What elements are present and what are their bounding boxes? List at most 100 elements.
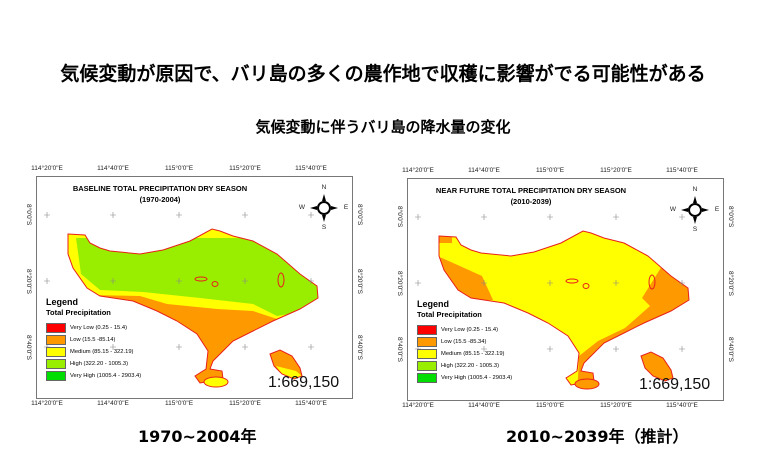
nusa-penida-outline [269, 349, 303, 380]
lake-outline [211, 281, 219, 287]
legend-subtitle: Total Precipitation [417, 310, 482, 319]
grid-cross [176, 212, 182, 218]
legend: Legend Total Precipitation Very Low (0.2… [46, 297, 141, 382]
grid-cross [547, 214, 553, 220]
legend-label: Very Low (0.25 - 15.4) [441, 327, 499, 333]
legend-swatch [417, 373, 437, 383]
grid-cross [547, 346, 553, 352]
legend-item: Very Low (0.25 - 15.4) [417, 324, 512, 336]
legend-swatch [46, 323, 66, 333]
baseline-map: BASELINE TOTAL PRECIPITATION DRY SEASON … [25, 165, 363, 407]
legend-item: Medium (85.15 - 322.19) [46, 346, 141, 358]
grid-cross [308, 212, 314, 218]
legend-label: High (322.20 - 1005.3) [441, 363, 500, 369]
lat-label-right: 8°20'0"S [727, 270, 734, 296]
lon-label-top: 114°20'0"E [31, 165, 63, 172]
nusa-island [574, 378, 600, 390]
legend-swatch [417, 361, 437, 371]
grid-cross [679, 280, 685, 286]
legend-label: Medium (85.15 - 322.19) [70, 349, 134, 355]
lake-outline [194, 276, 208, 282]
grid-cross [308, 278, 314, 284]
legend-swatch [46, 359, 66, 369]
map-title: NEAR FUTURE TOTAL PRECIPITATION DRY SEAS… [415, 185, 647, 207]
legend-subtitle: Total Precipitation [46, 308, 111, 317]
lat-label-left: 8°40'0"S [25, 334, 32, 360]
grid-cross [242, 278, 248, 284]
near-future-map: NEAR FUTURE TOTAL PRECIPITATION DRY SEAS… [396, 167, 734, 409]
grid-cross [44, 212, 50, 218]
legend-item: Low (15.5 -85.14) [46, 334, 141, 346]
compass-n: N [692, 186, 698, 193]
legend-item: High (322.20 - 1005.3) [46, 358, 141, 370]
lat-label-left: 8°0'0"S [396, 206, 403, 228]
legend-item: Very High (1005.4 - 2903.4) [46, 370, 141, 382]
grid-cross [613, 214, 619, 220]
grid-cross [415, 214, 421, 220]
legend-label: Medium (85.15 - 322.19) [441, 351, 505, 357]
legend-swatch [46, 371, 66, 381]
nusa-island [203, 376, 229, 388]
compass-e: E [343, 204, 349, 211]
map-scale: 1:669,150 [639, 376, 711, 393]
map-title-line1: NEAR FUTURE TOTAL PRECIPITATION DRY SEAS… [435, 186, 627, 195]
compass-icon [310, 194, 338, 222]
lon-label-top: 114°40'0"E [97, 165, 129, 172]
lat-label-left: 8°0'0"S [25, 204, 32, 226]
lon-label-top: 114°40'0"E [468, 167, 500, 174]
lat-label-right: 8°0'0"S [727, 206, 734, 228]
legend-item: Medium (85.15 - 322.19) [417, 348, 512, 360]
lake-outline [565, 278, 579, 284]
compass-s: S [692, 226, 698, 233]
lake-outline [277, 272, 285, 288]
lon-label-top: 115°40'0"E [295, 165, 327, 172]
lon-label-bottom: 114°40'0"E [468, 402, 500, 409]
lat-label-left: 8°40'0"S [396, 336, 403, 362]
map-scale: 1:669,150 [268, 374, 340, 391]
legend-swatch [46, 347, 66, 357]
low-zone-tip [439, 231, 452, 243]
legend-item: Very High (1005.4 - 2903.4) [417, 372, 512, 384]
grid-cross [308, 344, 314, 350]
legend-swatch [417, 337, 437, 347]
legend-swatch [46, 335, 66, 345]
lon-label-bottom: 114°40'0"E [97, 400, 129, 407]
grid-cross [110, 278, 116, 284]
lon-label-top: 114°20'0"E [402, 167, 434, 174]
lon-label-bottom: 115°0'0"E [535, 402, 565, 409]
grid-cross [613, 346, 619, 352]
low-zone-west [439, 248, 493, 303]
lon-label-bottom: 115°40'0"E [295, 400, 327, 407]
legend-label: Very High (1005.4 - 2903.4) [441, 375, 513, 381]
map-title-line1: BASELINE TOTAL PRECIPITATION DRY SEASON [72, 184, 248, 193]
legend-item: Very Low (0.25 - 15.4) [46, 322, 141, 334]
legend-label: Very High (1005.4 - 2903.4) [70, 373, 142, 379]
headline: 気候変動が原因で、バリ島の多くの農作地で収穫に影響がでる可能性がある [60, 63, 706, 85]
legend-title: Legend [417, 299, 450, 309]
legend-swatch [417, 349, 437, 359]
lon-label-bottom: 114°20'0"E [31, 400, 63, 407]
grid-cross [481, 346, 487, 352]
island-outline [438, 230, 690, 386]
baseline-caption: 1970~2004年 [138, 427, 257, 446]
bali-map-graphic [415, 196, 709, 390]
lat-label-left: 8°20'0"S [25, 268, 32, 294]
island-outline [67, 228, 319, 384]
lon-label-bottom: 115°20'0"E [600, 402, 632, 409]
lat-label-left: 8°20'0"S [396, 270, 403, 296]
lon-label-top: 115°20'0"E [600, 167, 632, 174]
lon-label-bottom: 115°40'0"E [666, 402, 698, 409]
grid-cross [176, 344, 182, 350]
lat-label-right: 8°20'0"S [356, 268, 363, 294]
map-title-line2: (2010-2039) [510, 197, 552, 206]
legend-title: Legend [46, 297, 79, 307]
legend-label: Low (15.5 -85.34) [441, 339, 487, 345]
grid-cross [242, 212, 248, 218]
lon-label-bottom: 115°20'0"E [229, 400, 261, 407]
lon-label-top: 115°0'0"E [164, 165, 194, 172]
grid-cross [110, 344, 116, 350]
compass-w: W [669, 206, 677, 213]
lat-label-right: 8°0'0"S [356, 204, 363, 226]
grid-cross [679, 214, 685, 220]
